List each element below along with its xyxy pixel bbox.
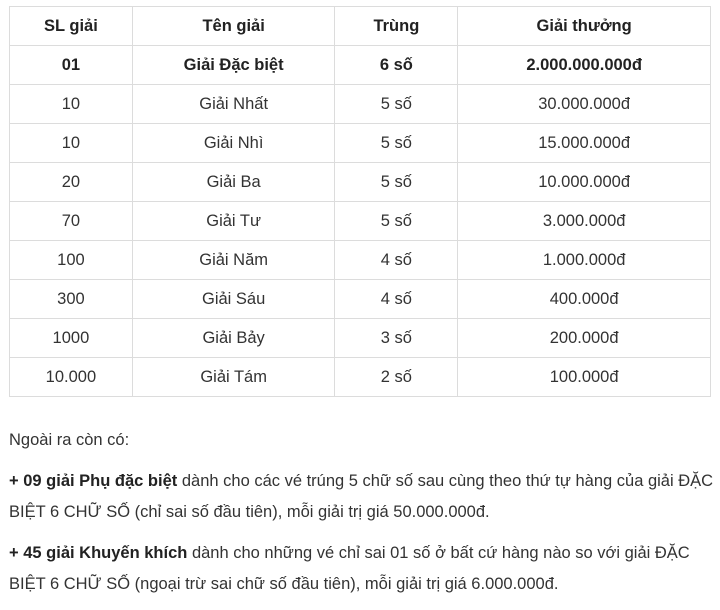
prize-value-cell: 15.000.000đ	[457, 123, 711, 163]
note-item-title: + 45 giải Khuyến khích	[9, 544, 188, 562]
quantity-cell: 10	[9, 84, 133, 124]
prize-name-cell: Giải Bảy	[131, 318, 336, 358]
prize-name-cell: Giải Ba	[131, 162, 336, 202]
prize-name-cell: Giải Năm	[131, 240, 336, 280]
note-item-text: dành cho các vé trúng 5 chữ số sau cùng …	[9, 472, 714, 521]
header-prize-value: Giải thưởng	[457, 6, 711, 46]
prize-name-cell: Giải Sáu	[131, 279, 336, 319]
prize-name-cell: Giải Tám	[131, 357, 336, 397]
prize-value-cell: 3.000.000đ	[457, 201, 711, 241]
table-row: 01 Giải Đặc biệt 6 số 2.000.000.000đ	[9, 45, 711, 85]
prize-value-cell: 30.000.000đ	[457, 84, 711, 124]
table-row: 10.000 Giải Tám 2 số 100.000đ	[9, 357, 711, 397]
match-cell: 5 số	[334, 162, 459, 202]
note-item-title: + 09 giải Phụ đặc biệt	[9, 472, 178, 490]
prize-value-cell: 200.000đ	[457, 318, 711, 358]
header-match: Trùng	[334, 6, 459, 46]
quantity-cell: 70	[9, 201, 133, 241]
table-row: 1000 Giải Bảy 3 số 200.000đ	[9, 318, 711, 358]
header-prize-name: Tên giải	[131, 6, 336, 46]
table-header-row: SL giải Tên giải Trùng Giải thưởng	[9, 6, 711, 46]
note-item: + 09 giải Phụ đặc biệt dành cho các vé t…	[9, 466, 714, 528]
table-row: 70 Giải Tư 5 số 3.000.000đ	[9, 201, 711, 241]
prize-table: SL giải Tên giải Trùng Giải thưởng 01 Giả…	[9, 6, 711, 397]
match-cell: 5 số	[334, 201, 459, 241]
table-row: 10 Giải Nhì 5 số 15.000.000đ	[9, 123, 711, 163]
prize-name-cell: Giải Nhì	[131, 123, 336, 163]
quantity-cell: 10	[9, 123, 133, 163]
match-cell: 5 số	[334, 84, 459, 124]
prize-value-cell: 100.000đ	[457, 357, 711, 397]
quantity-cell: 10.000	[9, 357, 133, 397]
quantity-cell: 20	[9, 162, 133, 202]
prize-value-cell: 2.000.000.000đ	[457, 45, 711, 85]
prize-value-cell: 400.000đ	[457, 279, 711, 319]
header-quantity: SL giải	[9, 6, 133, 46]
match-cell: 6 số	[334, 45, 459, 85]
table-row: 20 Giải Ba 5 số 10.000.000đ	[9, 162, 711, 202]
prize-value-cell: 1.000.000đ	[457, 240, 711, 280]
prize-name-cell: Giải Đặc biệt	[131, 45, 336, 85]
quantity-cell: 01	[9, 45, 133, 85]
match-cell: 4 số	[334, 240, 459, 280]
match-cell: 3 số	[334, 318, 459, 358]
table-row: 100 Giải Năm 4 số 1.000.000đ	[9, 240, 711, 280]
notes-section: Ngoài ra còn có: + 09 giải Phụ đặc biệt …	[9, 425, 714, 610]
match-cell: 4 số	[334, 279, 459, 319]
quantity-cell: 300	[9, 279, 133, 319]
table-row: 300 Giải Sáu 4 số 400.000đ	[9, 279, 711, 319]
prize-name-cell: Giải Tư	[131, 201, 336, 241]
table-row: 10 Giải Nhất 5 số 30.000.000đ	[9, 84, 711, 124]
note-item: + 45 giải Khuyến khích dành cho những vé…	[9, 538, 714, 600]
note-item-text: dành cho những vé chỉ sai 01 số ở bất cứ…	[9, 544, 690, 593]
notes-intro: Ngoài ra còn có:	[9, 431, 130, 449]
prize-value-cell: 10.000.000đ	[457, 162, 711, 202]
match-cell: 5 số	[334, 123, 459, 163]
match-cell: 2 số	[334, 357, 459, 397]
quantity-cell: 100	[9, 240, 133, 280]
quantity-cell: 1000	[9, 318, 133, 358]
prize-name-cell: Giải Nhất	[131, 84, 336, 124]
